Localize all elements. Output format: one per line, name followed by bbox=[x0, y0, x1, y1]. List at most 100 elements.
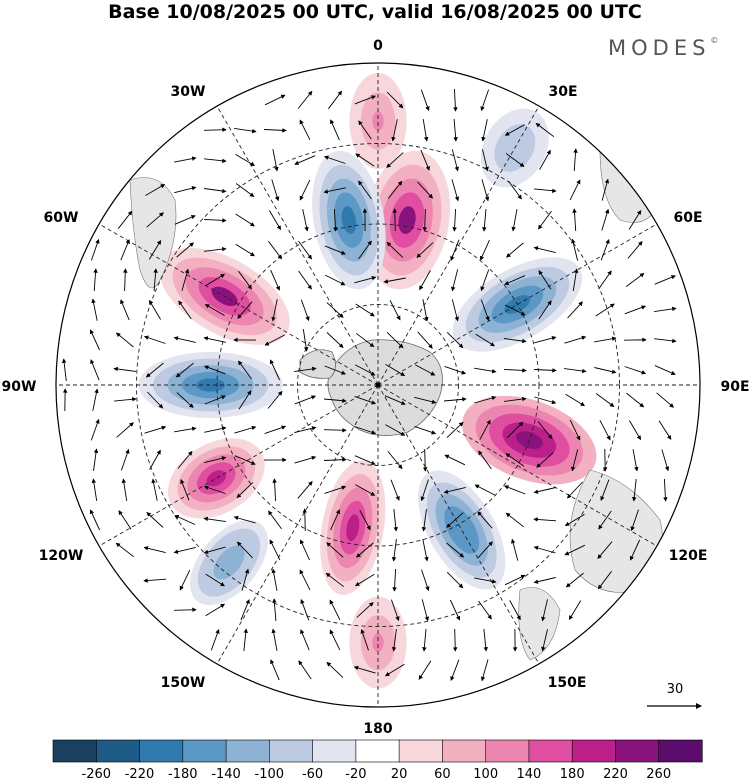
wind-vector-arrow bbox=[61, 358, 67, 381]
wind-vector-arrow bbox=[355, 303, 375, 317]
wind-vector-arrow bbox=[299, 539, 310, 561]
wind-vector-arrow bbox=[453, 88, 458, 112]
wind-vector-arrow bbox=[658, 420, 672, 440]
wind-vector-arrow bbox=[452, 208, 457, 232]
wind-vector-arrow bbox=[600, 479, 610, 502]
wind-vector-arrow bbox=[271, 628, 278, 651]
wind-vector-arrow bbox=[386, 91, 404, 109]
wind-vector-arrow bbox=[450, 659, 460, 682]
wind-vector-arrow bbox=[173, 607, 197, 613]
wind-vector-arrow bbox=[354, 573, 375, 587]
wind-vector-arrow bbox=[298, 270, 312, 290]
lon-label-0: 0 bbox=[373, 38, 383, 54]
colorbar-swatch bbox=[182, 739, 227, 763]
wind-vector-arrow bbox=[417, 181, 434, 199]
wind-vector-arrow bbox=[509, 600, 521, 621]
colorbar-swatch bbox=[139, 739, 184, 763]
lon-label-90e: 90E bbox=[720, 379, 749, 395]
wind-vector-arrow bbox=[298, 660, 312, 680]
wind-vector-arrow bbox=[446, 571, 464, 589]
wind-vector-arrow bbox=[264, 94, 286, 106]
wind-vector-arrow bbox=[120, 448, 130, 471]
colorbar-swatch bbox=[268, 739, 314, 763]
wind-vector-arrow bbox=[205, 603, 226, 617]
wind-vector-arrow bbox=[420, 89, 430, 112]
wind-vector-arrow bbox=[572, 268, 579, 291]
wind-vector-arrow bbox=[474, 484, 496, 496]
wind-vector-arrow bbox=[601, 178, 610, 201]
colorbar-swatch bbox=[658, 739, 703, 763]
wind-vector-arrow bbox=[536, 452, 554, 468]
wind-vector-arrow bbox=[264, 425, 287, 435]
wind-vector-arrow bbox=[323, 155, 346, 164]
wind-vector-arrow bbox=[564, 335, 587, 344]
anomaly-contour bbox=[346, 514, 360, 542]
wind-vector-arrow bbox=[146, 212, 164, 228]
wind-vector-arrow bbox=[203, 516, 226, 523]
wind-vector-arrow bbox=[176, 242, 194, 258]
wind-vector-arrow bbox=[204, 246, 227, 252]
wind-vector-arrow bbox=[299, 569, 311, 591]
wind-vector-arrow bbox=[272, 598, 277, 622]
wind-vector-arrow bbox=[477, 511, 493, 529]
colorbar-tick-label: 100 bbox=[473, 767, 498, 782]
wind-vector-arrow bbox=[271, 179, 280, 202]
colorbar-swatch bbox=[571, 739, 617, 763]
colorbar-swatch bbox=[442, 739, 487, 763]
wind-vector-arrow bbox=[506, 421, 524, 439]
wind-vector-arrow bbox=[268, 510, 282, 530]
wind-vector-arrow bbox=[480, 299, 490, 322]
wind-vector-arrow bbox=[204, 158, 227, 164]
wind-vector-arrow bbox=[243, 628, 248, 651]
lon-label-90w: 90W bbox=[2, 379, 37, 395]
wind-vector-arrow bbox=[389, 299, 401, 321]
wind-vector-arrow bbox=[325, 572, 344, 588]
wind-vector-arrow bbox=[452, 628, 458, 652]
wind-vector-arrow bbox=[533, 517, 557, 522]
wind-vector-arrow bbox=[444, 365, 467, 375]
wind-vector-arrow bbox=[631, 479, 637, 502]
wind-vector-arrow bbox=[238, 270, 252, 290]
wind-vector-arrow bbox=[629, 539, 641, 561]
lon-label-30e: 30E bbox=[548, 84, 577, 100]
wind-vector-arrow bbox=[567, 301, 583, 319]
wind-vector-arrow bbox=[416, 242, 434, 258]
reference-vector-label: 30 bbox=[667, 682, 684, 697]
wind-vector-arrow bbox=[451, 269, 459, 292]
latitude-circle bbox=[216, 223, 540, 547]
wind-vector-arrow bbox=[149, 449, 161, 470]
wind-vector-arrow bbox=[294, 395, 317, 405]
wind-vector-arrow bbox=[238, 360, 252, 380]
wind-vector-arrow bbox=[238, 390, 252, 410]
wind-vector-arrow bbox=[354, 455, 376, 465]
wind-vector-arrow bbox=[624, 305, 647, 315]
wind-vector-arrow bbox=[533, 545, 556, 554]
wind-vector-arrow bbox=[176, 392, 194, 408]
wind-vector-arrow bbox=[384, 663, 405, 677]
wind-vector-arrow bbox=[269, 210, 281, 231]
wind-vector-arrow bbox=[477, 541, 493, 559]
wind-vector-arrow bbox=[203, 546, 226, 555]
wind-vector-arrow bbox=[333, 208, 338, 232]
lon-label-150w: 150W bbox=[161, 675, 206, 691]
wind-vector-arrow bbox=[298, 240, 312, 260]
wind-vector-arrow bbox=[654, 275, 676, 285]
wind-vector-arrow bbox=[264, 334, 286, 346]
wind-vector-arrow bbox=[205, 573, 225, 587]
wind-vector-arrow bbox=[386, 241, 404, 258]
wind-vector-arrow bbox=[449, 599, 461, 621]
wind-vector-arrow bbox=[143, 578, 167, 583]
colorbar-swatch bbox=[52, 739, 97, 763]
colorbar-tick-label: -60 bbox=[302, 767, 323, 782]
wind-vector-arrow bbox=[121, 478, 128, 501]
wind-vector-arrow bbox=[235, 243, 255, 257]
wind-vector-arrow bbox=[414, 425, 437, 435]
wind-vector-arrow bbox=[571, 238, 579, 261]
wind-vector-arrow bbox=[330, 509, 340, 531]
anomaly-center bbox=[364, 150, 451, 290]
colorbar-tick-label: -100 bbox=[255, 767, 285, 782]
wind-vector-arrow bbox=[533, 246, 556, 254]
wind-vector-arrow bbox=[504, 396, 527, 402]
wind-vector-arrow bbox=[414, 396, 437, 404]
wind-vector-arrow bbox=[269, 359, 281, 381]
